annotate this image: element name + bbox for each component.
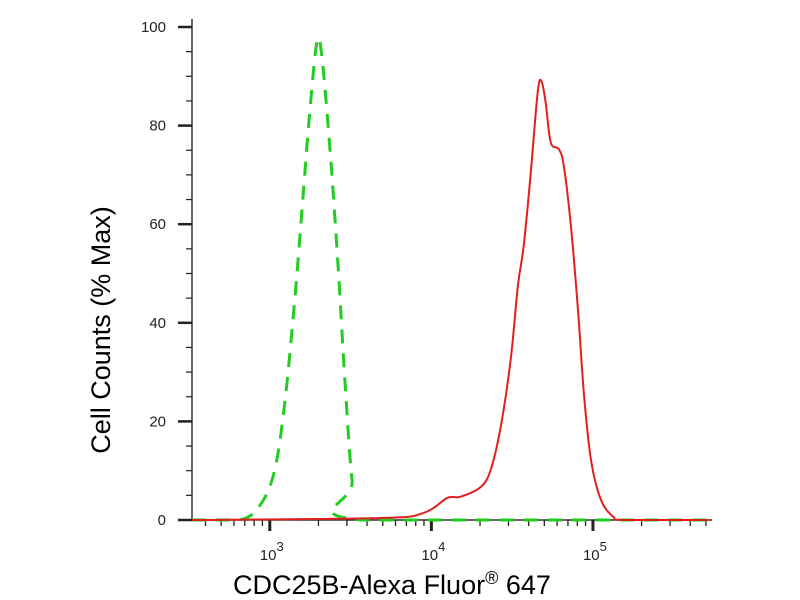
control-histogram-curve bbox=[192, 36, 710, 522]
y-tick-label: 100 bbox=[141, 19, 166, 36]
x-tick-exponent: 3 bbox=[276, 539, 283, 554]
x-axis-label-suffix: 647 bbox=[498, 570, 551, 600]
y-axis-label: Cell Counts (% Max) bbox=[86, 206, 116, 454]
sample-histogram-curve bbox=[191, 78, 710, 522]
y-tick-label: 60 bbox=[149, 216, 166, 233]
y-tick-label: 20 bbox=[149, 413, 166, 430]
x-tick-label: 103 bbox=[260, 539, 284, 564]
curves bbox=[191, 36, 710, 522]
y-tick-label: 40 bbox=[149, 315, 166, 332]
x-tick-exponent: 4 bbox=[438, 539, 445, 554]
x-tick-base: 10 bbox=[583, 547, 600, 564]
x-tick-exponent: 5 bbox=[600, 539, 607, 554]
y-tick-label: 0 bbox=[158, 512, 166, 529]
x-tick-base: 10 bbox=[260, 547, 277, 564]
y-tick-label: 80 bbox=[149, 118, 166, 135]
x-axis-label: CDC25B-Alexa Fluor® 647 bbox=[233, 568, 551, 600]
x-tick-label: 105 bbox=[583, 539, 607, 564]
x-axis-label-registered-mark: ® bbox=[485, 568, 498, 588]
x-tick-label: 104 bbox=[421, 539, 445, 564]
x-axis-label-main: CDC25B-Alexa Fluor bbox=[233, 570, 485, 600]
x-tick-base: 10 bbox=[421, 547, 438, 564]
